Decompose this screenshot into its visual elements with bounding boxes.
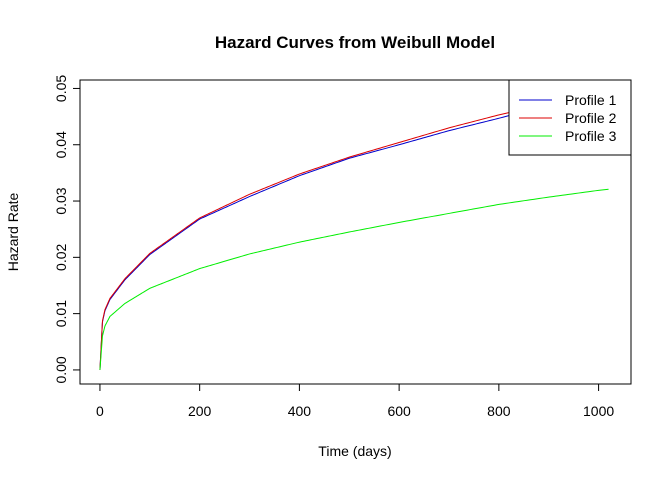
x-tick-label: 200 — [188, 403, 212, 419]
x-tick-label: 1000 — [583, 403, 614, 419]
y-tick-label: 0.05 — [53, 75, 69, 102]
y-axis-label: Hazard Rate — [5, 192, 21, 271]
series-line-profile-1 — [99, 113, 514, 370]
x-tick-label: 0 — [96, 403, 104, 419]
y-tick-label: 0.02 — [53, 243, 69, 270]
series-line-profile-2 — [99, 111, 514, 370]
x-tick-label: 600 — [387, 403, 411, 419]
chart-title: Hazard Curves from Weibull Model — [215, 33, 495, 52]
y-tick-label: 0.03 — [53, 187, 69, 214]
legend-entry: Profile 3 — [565, 128, 617, 144]
y-tick-label: 0.00 — [53, 356, 69, 383]
legend-entry: Profile 2 — [565, 110, 617, 126]
legend-entry: Profile 1 — [565, 92, 617, 108]
y-axis: 0.00 0.01 0.02 0.03 0.04 0.05 — [53, 75, 81, 384]
x-axis: 0 200 400 600 800 1000 — [96, 383, 614, 419]
x-tick-label: 400 — [288, 403, 312, 419]
y-tick-label: 0.01 — [53, 300, 69, 327]
series-line-profile-3 — [99, 188, 609, 370]
series-layer — [99, 111, 609, 370]
x-axis-label: Time (days) — [318, 443, 391, 459]
x-tick-label: 800 — [487, 403, 511, 419]
legend: Profile 1 Profile 2 Profile 3 — [508, 79, 632, 156]
y-tick-label: 0.04 — [53, 131, 69, 158]
